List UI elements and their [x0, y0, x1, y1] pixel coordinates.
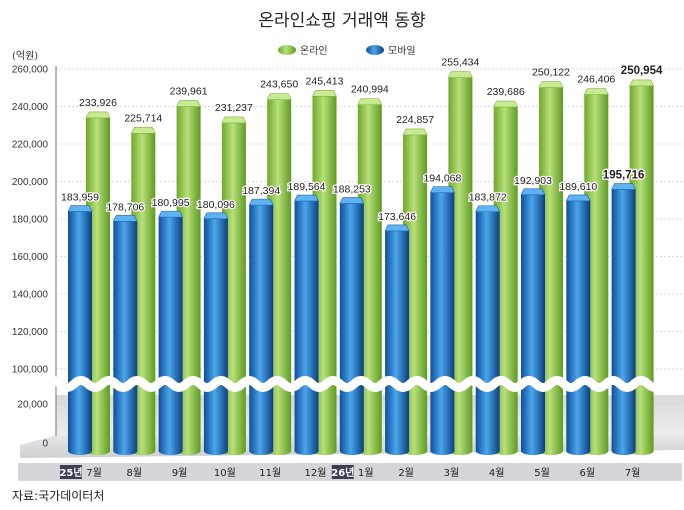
bar-mobile [339, 197, 365, 455]
data-label-online: 243,650 [260, 79, 298, 91]
axis-break-wave [14, 376, 684, 392]
data-label-mobile: 194,068 [423, 173, 461, 185]
y-axis: 260,000 240,000 220,000 200,000 180,000 160,0… [12, 65, 57, 450]
y-tick-label: 220,000 [12, 140, 49, 151]
year-badge [331, 465, 354, 479]
source-note: 자료:국가데이터처 [12, 489, 105, 503]
data-labels: 233,926 183,959 225,714 178,706 239,961 180,9… [60, 57, 663, 225]
data-label-mobile: 173,646 [378, 211, 416, 223]
y-tick-label: 260,000 [12, 65, 49, 76]
x-tick-label: 5월 [534, 467, 550, 479]
data-label-online: 246,406 [577, 73, 615, 85]
data-label-mobile: 192,903 [514, 175, 552, 187]
x-tick-label: 12월 [305, 467, 327, 479]
data-label-mobile: 183,959 [61, 192, 99, 204]
chart-title: 온라인쇼핑 거래액 동향 [258, 11, 425, 31]
legend-swatch-online [278, 45, 296, 55]
bar-mobile [67, 205, 93, 455]
y-tick-label: 160,000 [12, 252, 49, 263]
y-axis-unit: (억원) [12, 50, 38, 62]
y-tick-label: 240,000 [12, 102, 49, 113]
data-label-mobile: 195,716 [603, 170, 645, 182]
year-badge [60, 465, 82, 479]
legend-label-online: 온라인 [300, 45, 328, 57]
data-label-mobile: 189,564 [288, 181, 326, 193]
x-tick-label: 8월 [127, 467, 143, 479]
x-tick-label: 4월 [489, 467, 505, 479]
legend-label-mobile: 모바일 [388, 45, 416, 57]
y-tick-label: 120,000 [12, 327, 49, 338]
bar-mobile [520, 188, 546, 455]
data-label-online: 240,994 [351, 84, 389, 96]
bar-mobile [565, 194, 591, 455]
y-tick-label: 200,000 [12, 177, 49, 188]
data-label-online: 225,714 [124, 112, 162, 124]
data-label-mobile: 187,394 [242, 185, 280, 197]
x-tick-label: 10월 [214, 467, 236, 479]
x-tick-label: 1월 [358, 467, 374, 479]
bar-mobile [294, 194, 319, 455]
x-tick-label: 7월 [86, 467, 102, 479]
axis-break [14, 376, 684, 392]
data-label-online: 239,686 [487, 86, 525, 98]
x-year-label: 26년 [331, 466, 354, 479]
data-label-online: 245,413 [306, 75, 344, 87]
y-tick-label: 180,000 [12, 215, 49, 226]
bar-mobile [248, 198, 274, 455]
bar-mobile [112, 215, 138, 455]
bar-mobile [611, 183, 637, 455]
legend-swatch-mobile [366, 45, 384, 55]
x-tick-label: 2월 [398, 467, 414, 479]
data-label-mobile: 180,995 [152, 197, 190, 209]
data-label-mobile: 180,096 [197, 199, 235, 211]
bars [67, 71, 655, 455]
x-tick-label: 11월 [259, 467, 281, 479]
x-tick-label: 6월 [580, 467, 596, 479]
data-label-online: 233,926 [79, 97, 117, 109]
data-label-mobile: 188,253 [333, 184, 371, 196]
y-tick-label: 0 [42, 439, 48, 450]
data-label-mobile: 189,610 [559, 181, 597, 193]
x-tick-label: 9월 [172, 467, 188, 479]
y-tick-label: 140,000 [12, 290, 49, 301]
x-year-label: 25년 [59, 466, 82, 479]
y-tick-label: 20,000 [17, 400, 48, 411]
legend: 온라인 모바일 [278, 45, 416, 57]
data-label-online: 250,954 [621, 65, 663, 77]
bar-mobile [158, 210, 184, 455]
data-label-online: 255,434 [441, 57, 479, 69]
x-tick-label: 3월 [444, 467, 460, 479]
bar-mobile [203, 212, 229, 455]
data-label-online: 224,857 [396, 114, 434, 126]
bar-mobile [384, 224, 410, 455]
y-tick-label: 100,000 [12, 365, 49, 376]
bar-mobile [429, 186, 455, 455]
data-label-online: 239,961 [170, 86, 208, 98]
data-label-mobile: 178,706 [106, 201, 144, 213]
data-label-online: 250,122 [532, 67, 570, 79]
data-label-mobile: 183,872 [469, 192, 507, 204]
x-axis: 25년 7월 8월 9월 10월 11월 12월 26년 1월 2월 3월 4월 5월 6월 7월 [59, 465, 640, 479]
bar-mobile [475, 205, 501, 455]
data-label-online: 231,237 [215, 102, 253, 114]
x-tick-label: 7월 [625, 467, 641, 479]
